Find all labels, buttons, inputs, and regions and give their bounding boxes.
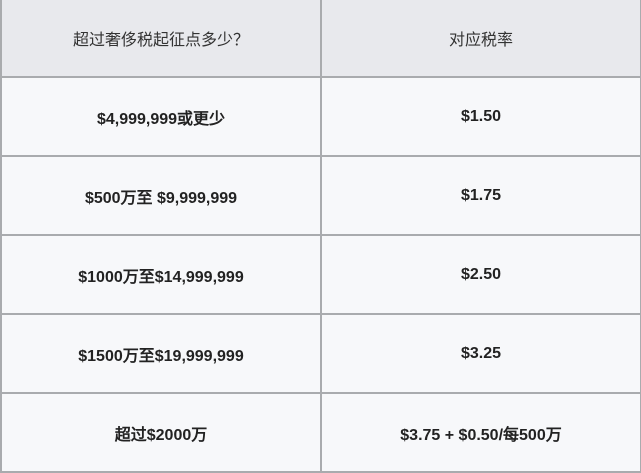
threshold-cell: $500万至 $9,999,999 bbox=[0, 155, 322, 236]
header-threshold: 超过奢侈税起征点多少？ bbox=[0, 0, 322, 78]
table-row: $1000万至$14,999,999 $2.50 bbox=[0, 234, 641, 315]
rate-cell: $3.25 bbox=[320, 313, 641, 394]
threshold-cell: $4,999,999或更少 bbox=[0, 76, 322, 157]
rate-cell: $2.50 bbox=[320, 234, 641, 315]
threshold-cell: $1000万至$14,999,999 bbox=[0, 234, 322, 315]
rate-cell: $1.50 bbox=[320, 76, 641, 157]
table-row: $1500万至$19,999,999 $3.25 bbox=[0, 313, 641, 394]
rate-cell: $1.75 bbox=[320, 155, 641, 236]
rate-cell: $3.75 + $0.50/每500万 bbox=[320, 392, 641, 473]
threshold-cell: $1500万至$19,999,999 bbox=[0, 313, 322, 394]
header-row: 超过奢侈税起征点多少？ 对应税率 bbox=[0, 0, 641, 78]
threshold-cell: 超过$2000万 bbox=[0, 392, 322, 473]
table-row: $4,999,999或更少 $1.50 bbox=[0, 76, 641, 157]
table-row: 超过$2000万 $3.75 + $0.50/每500万 bbox=[0, 392, 641, 473]
table-row: $500万至 $9,999,999 $1.75 bbox=[0, 155, 641, 236]
header-rate: 对应税率 bbox=[320, 0, 641, 78]
